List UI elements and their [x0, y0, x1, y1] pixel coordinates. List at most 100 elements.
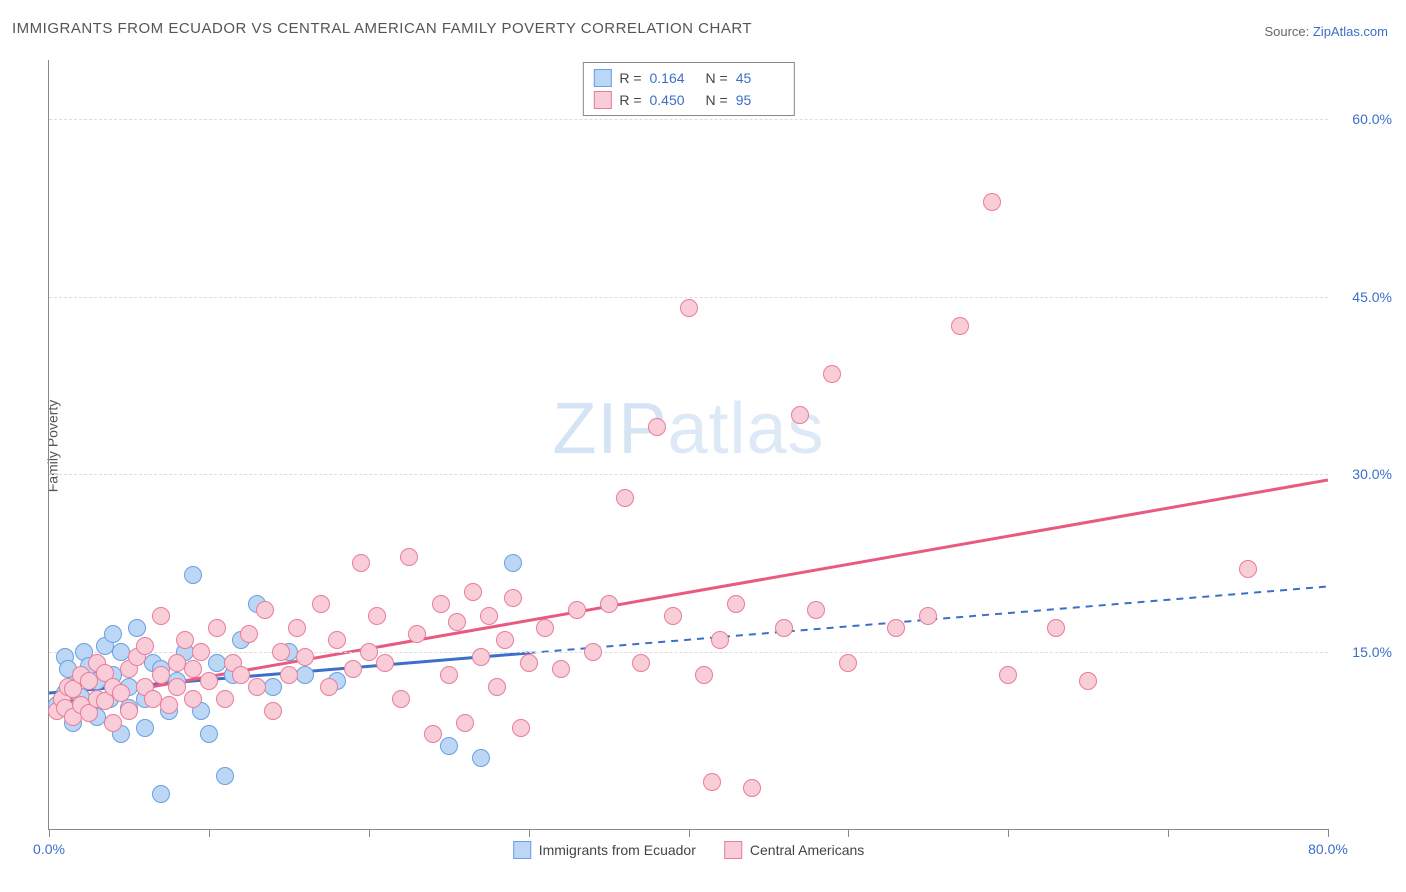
y-tick-label: 15.0%	[1334, 644, 1392, 660]
data-point-central	[1047, 619, 1065, 637]
data-point-central	[999, 666, 1017, 684]
legend-row-ecuador: R = 0.164 N = 45	[593, 67, 783, 89]
data-point-central	[176, 631, 194, 649]
source-value: ZipAtlas.com	[1313, 24, 1388, 39]
swatch-central	[724, 841, 742, 859]
data-point-central	[392, 690, 410, 708]
data-point-ecuador	[152, 785, 170, 803]
legend-label-central: Central Americans	[750, 842, 864, 858]
gridline	[49, 119, 1328, 120]
n-value-ecuador: 45	[736, 67, 784, 89]
data-point-central	[480, 607, 498, 625]
n-label: N =	[706, 89, 728, 111]
data-point-central	[376, 654, 394, 672]
data-point-central	[152, 607, 170, 625]
data-point-central	[536, 619, 554, 637]
data-point-central	[328, 631, 346, 649]
data-point-ecuador	[264, 678, 282, 696]
data-point-central	[136, 637, 154, 655]
data-point-central	[695, 666, 713, 684]
data-point-central	[440, 666, 458, 684]
data-point-central	[408, 625, 426, 643]
data-point-central	[807, 601, 825, 619]
data-point-central	[344, 660, 362, 678]
gridline	[49, 652, 1328, 653]
data-point-central	[648, 418, 666, 436]
data-point-central	[248, 678, 266, 696]
trend-lines	[49, 60, 1328, 829]
data-point-ecuador	[296, 666, 314, 684]
data-point-central	[823, 365, 841, 383]
data-point-central	[951, 317, 969, 335]
data-point-central	[272, 643, 290, 661]
data-point-central	[512, 719, 530, 737]
data-point-central	[360, 643, 378, 661]
data-point-ecuador	[216, 767, 234, 785]
data-point-ecuador	[472, 749, 490, 767]
r-value-ecuador: 0.164	[650, 67, 698, 89]
watermark-thin: atlas	[667, 389, 824, 469]
data-point-central	[1239, 560, 1257, 578]
data-point-central	[216, 690, 234, 708]
data-point-central	[775, 619, 793, 637]
data-point-ecuador	[184, 566, 202, 584]
data-point-central	[192, 643, 210, 661]
x-tick-label: 80.0%	[1308, 841, 1348, 857]
data-point-central	[791, 406, 809, 424]
data-point-central	[312, 595, 330, 613]
x-tick	[209, 829, 210, 837]
data-point-central	[432, 595, 450, 613]
data-point-central	[120, 702, 138, 720]
y-tick-label: 45.0%	[1334, 289, 1392, 305]
data-point-central	[568, 601, 586, 619]
data-point-central	[160, 696, 178, 714]
data-point-ecuador	[128, 619, 146, 637]
r-value-central: 0.450	[650, 89, 698, 111]
data-point-central	[240, 625, 258, 643]
y-tick-label: 30.0%	[1334, 466, 1392, 482]
data-point-central	[727, 595, 745, 613]
data-point-central	[232, 666, 250, 684]
data-point-central	[680, 299, 698, 317]
x-tick	[369, 829, 370, 837]
x-tick	[1008, 829, 1009, 837]
data-point-ecuador	[136, 719, 154, 737]
swatch-ecuador	[593, 69, 611, 87]
x-tick	[848, 829, 849, 837]
data-point-central	[1079, 672, 1097, 690]
scatter-plot: ZIPatlas R = 0.164 N = 45 R = 0.450 N = …	[48, 60, 1328, 830]
data-point-central	[424, 725, 442, 743]
data-point-central	[472, 648, 490, 666]
watermark: ZIPatlas	[552, 388, 824, 470]
data-point-central	[743, 779, 761, 797]
data-point-central	[368, 607, 386, 625]
data-point-ecuador	[440, 737, 458, 755]
y-tick-label: 60.0%	[1334, 111, 1392, 127]
legend-item-ecuador: Immigrants from Ecuador	[513, 841, 696, 859]
data-point-central	[400, 548, 418, 566]
source-label: Source:	[1264, 24, 1312, 39]
r-label: R =	[619, 67, 641, 89]
legend-label-ecuador: Immigrants from Ecuador	[539, 842, 696, 858]
data-point-central	[496, 631, 514, 649]
data-point-central	[983, 193, 1001, 211]
data-point-central	[616, 489, 634, 507]
x-tick-label: 0.0%	[33, 841, 65, 857]
data-point-central	[584, 643, 602, 661]
data-point-central	[456, 714, 474, 732]
data-point-central	[632, 654, 650, 672]
x-tick	[1168, 829, 1169, 837]
x-tick	[1328, 829, 1329, 837]
data-point-central	[919, 607, 937, 625]
swatch-central	[593, 91, 611, 109]
data-point-central	[264, 702, 282, 720]
n-label: N =	[706, 67, 728, 89]
data-point-central	[104, 714, 122, 732]
swatch-ecuador	[513, 841, 531, 859]
data-point-central	[320, 678, 338, 696]
series-legend: Immigrants from Ecuador Central American…	[513, 841, 865, 859]
n-value-central: 95	[736, 89, 784, 111]
data-point-central	[711, 631, 729, 649]
data-point-central	[112, 684, 130, 702]
data-point-central	[839, 654, 857, 672]
